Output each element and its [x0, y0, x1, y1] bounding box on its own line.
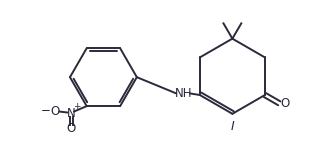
Text: O: O: [51, 105, 60, 118]
Text: O: O: [281, 97, 290, 110]
Text: −: −: [41, 104, 51, 117]
Text: N: N: [67, 107, 76, 120]
Text: I: I: [230, 120, 234, 133]
Text: O: O: [67, 122, 76, 135]
Text: NH: NH: [174, 87, 192, 100]
Text: +: +: [73, 102, 80, 111]
